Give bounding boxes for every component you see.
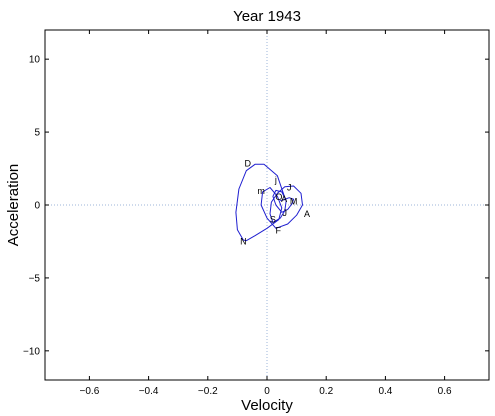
y-tick-label: −10 [23, 346, 40, 357]
point-label: M [290, 196, 298, 206]
y-tick-label: 0 [34, 201, 40, 212]
y-tick-label: −5 [29, 273, 41, 284]
series-line [235, 163, 303, 242]
x-axis: −0.6 −0.4 −0.2 0 0.2 0.4 0.6 [80, 30, 452, 397]
y-tick-label: 5 [34, 128, 40, 139]
y-tick-label: 10 [29, 55, 41, 66]
point-label: S [270, 215, 276, 225]
point-label: A [281, 194, 287, 204]
point-label: m [257, 186, 265, 196]
zero-lines [45, 30, 489, 380]
point-label: N [240, 236, 247, 246]
x-tick-label: 0 [264, 386, 270, 397]
point-label: J [283, 208, 288, 218]
x-tick-label: −0.2 [198, 386, 218, 397]
x-axis-label: Velocity [241, 397, 293, 414]
x-tick-label: −0.6 [80, 386, 100, 397]
series-line-group [235, 163, 303, 242]
y-axis: −10 −5 0 5 10 [23, 55, 489, 357]
chart-title: Year 1943 [233, 8, 301, 25]
point-label: F [275, 226, 281, 236]
point-label: j [274, 175, 277, 185]
point-label: J [287, 183, 292, 193]
y-axis-label: Acceleration [5, 164, 22, 247]
point-label: A [304, 209, 310, 219]
x-tick-label: 0.6 [438, 386, 452, 397]
x-tick-label: 0.2 [319, 386, 333, 397]
x-tick-label: 0.4 [378, 386, 392, 397]
point-label: D [245, 158, 252, 168]
point-label: O [275, 192, 282, 202]
x-tick-label: −0.4 [139, 386, 159, 397]
